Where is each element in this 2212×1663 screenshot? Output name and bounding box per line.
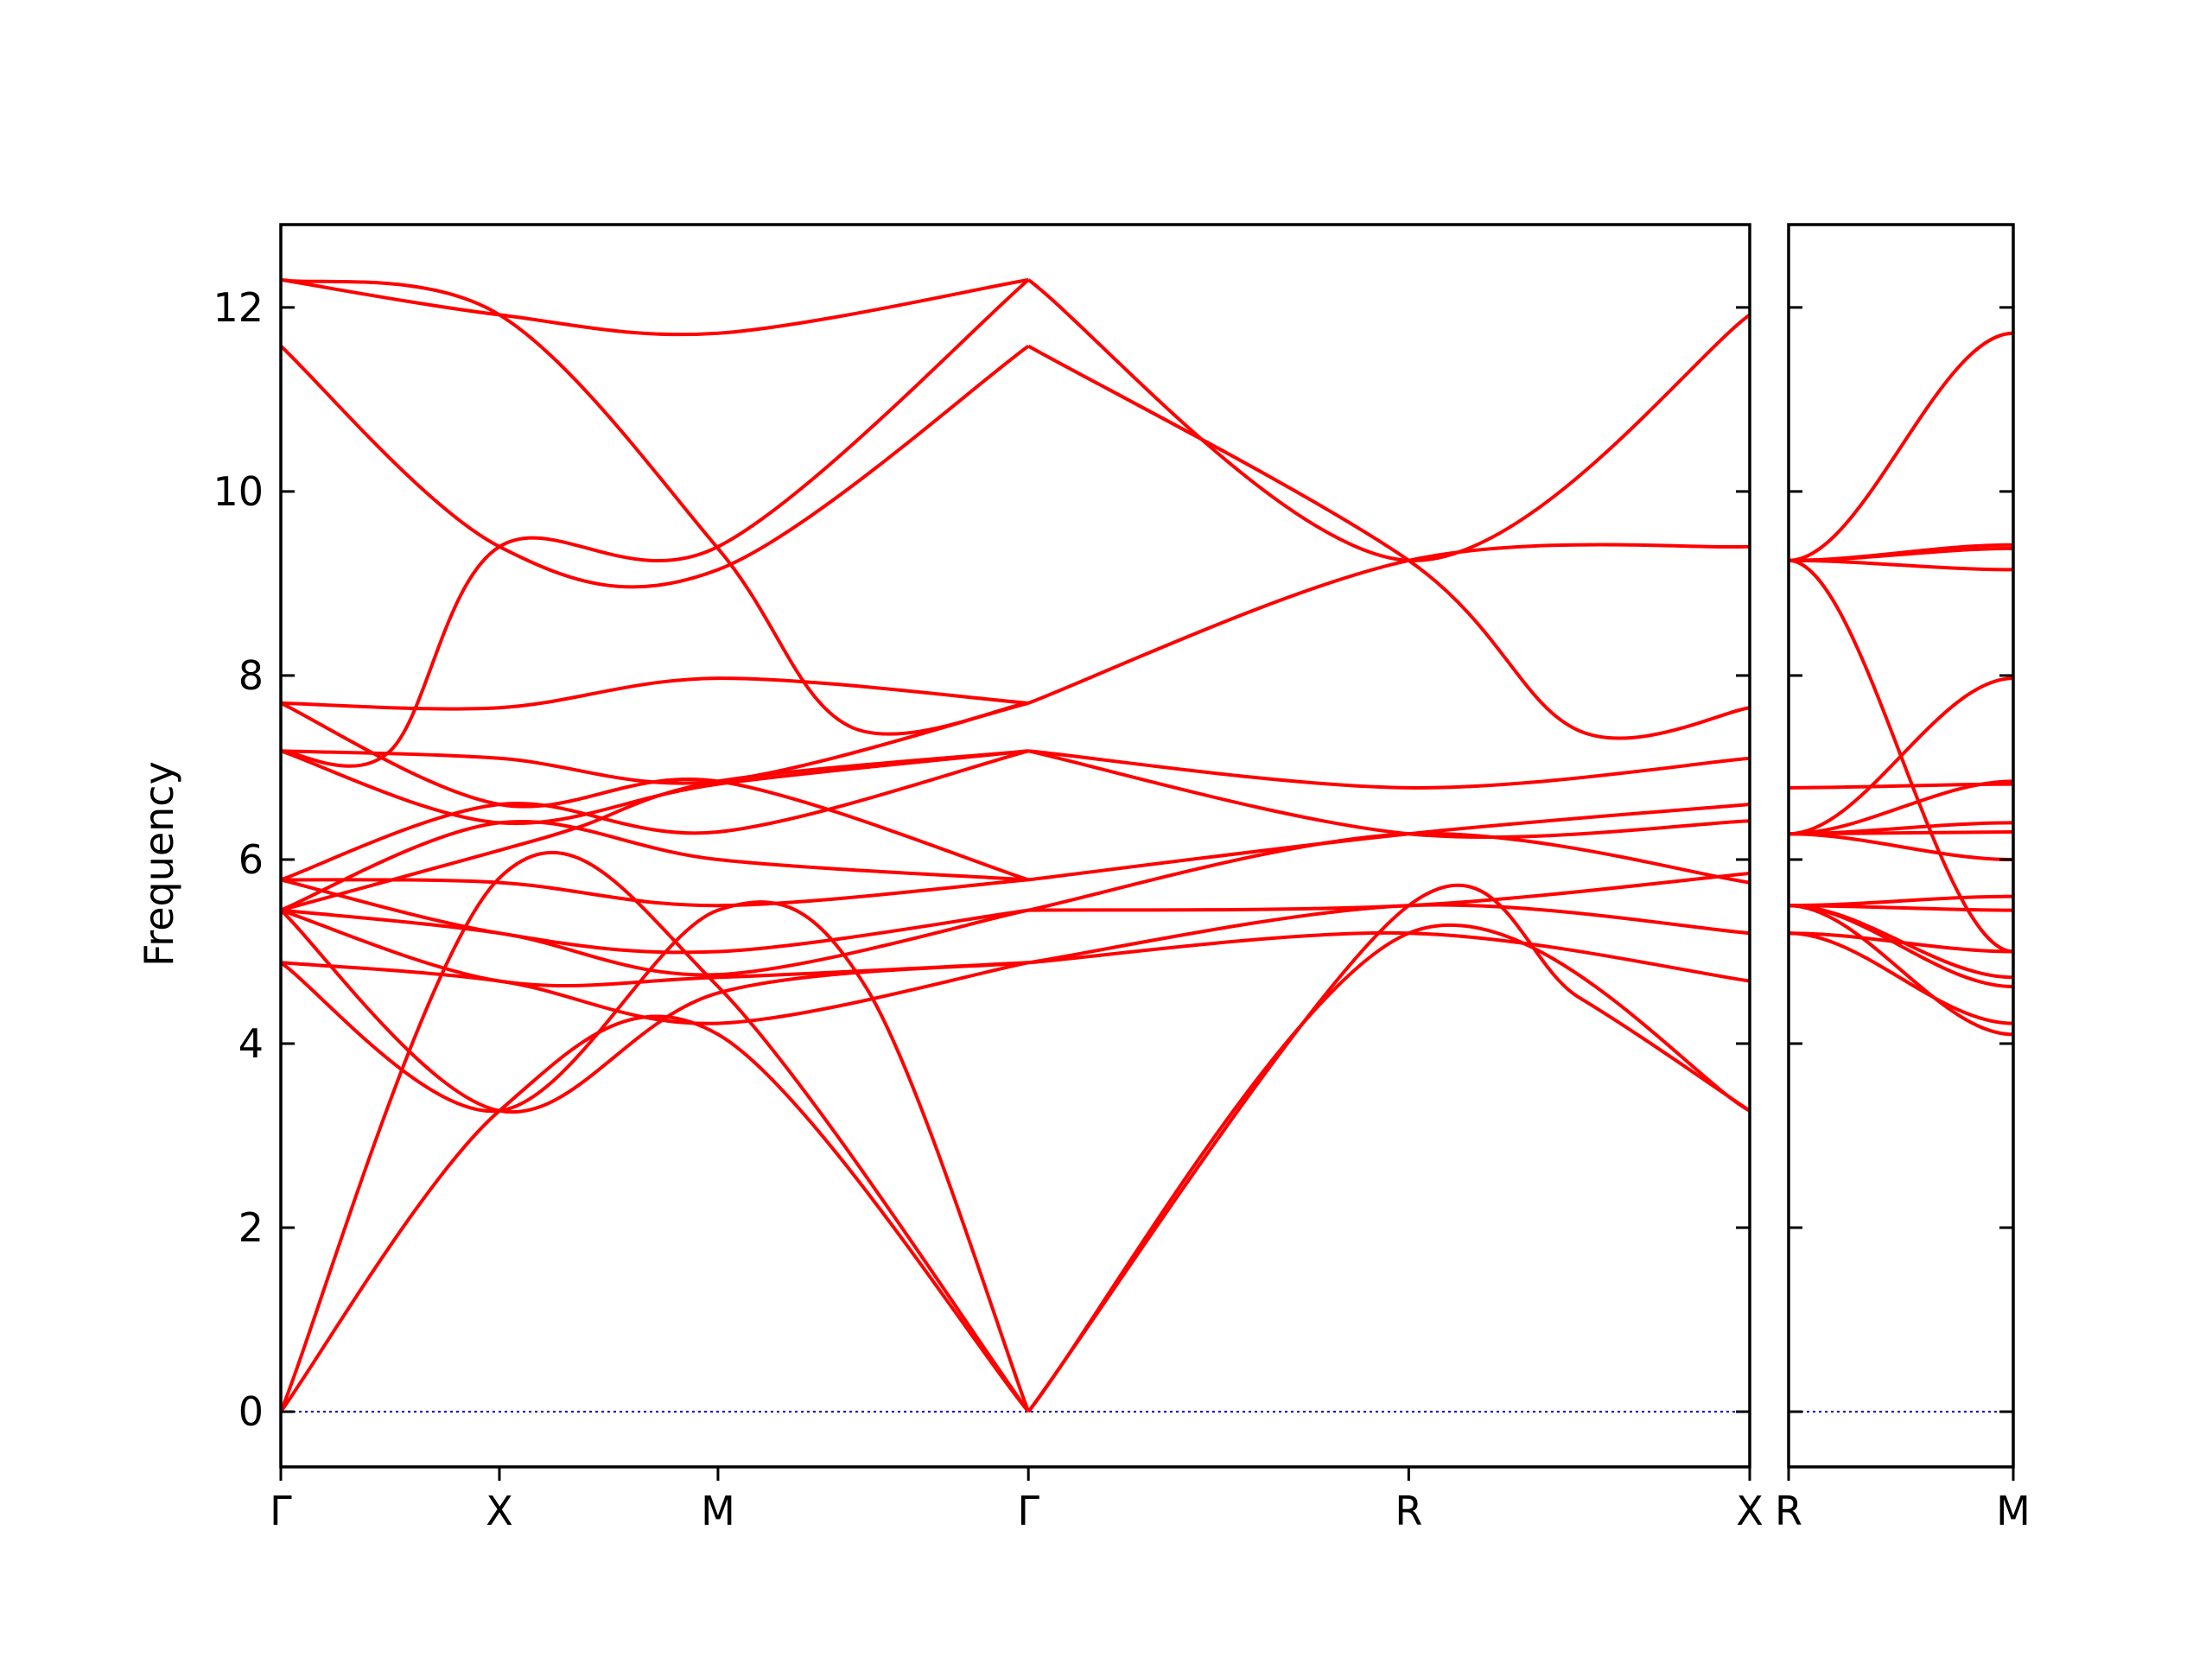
y-tick-label: 12 <box>213 284 264 331</box>
x-tick-label: R <box>1395 1488 1422 1534</box>
band-line-12 <box>281 749 1029 912</box>
band-line-2 <box>281 850 1030 1413</box>
y-tick-label: 10 <box>213 468 264 515</box>
band-line-21 <box>1027 883 1750 1413</box>
band-line-9 <box>281 878 1029 908</box>
x-tick-label: Γ <box>270 1488 292 1534</box>
y-axis-label: Frequency <box>136 761 182 967</box>
band-line-1 <box>281 1014 1030 1413</box>
x-tick-label: M <box>1996 1488 2031 1534</box>
band-line-27 <box>1027 803 1750 882</box>
band-line-23 <box>1028 930 1750 983</box>
band-line-17 <box>281 278 1030 768</box>
band-line-28 <box>1027 749 1750 840</box>
band-line-18 <box>1789 331 2013 562</box>
x-tick-label: X <box>1736 1488 1764 1534</box>
x-tick-label: Γ <box>1017 1488 1039 1534</box>
band-line-13 <box>281 749 1029 826</box>
band-line-18 <box>281 344 1030 589</box>
band-line-1 <box>1789 904 2013 1037</box>
band-line-26 <box>1028 872 1750 912</box>
band-line-11 <box>281 749 1029 882</box>
y-tick-label: 6 <box>238 836 264 883</box>
band-line-7 <box>281 908 1029 977</box>
band-line-15 <box>281 701 1029 785</box>
band-line-32 <box>1027 344 1750 740</box>
y-tick-label: 2 <box>238 1204 264 1251</box>
band-line-2 <box>1789 931 2013 1025</box>
band-line-17 <box>1789 543 2013 562</box>
band-line-31 <box>1027 278 1750 562</box>
band-line-5 <box>1789 931 2013 954</box>
band-line-25 <box>1027 831 1750 912</box>
band-line-30 <box>1027 543 1750 705</box>
y-tick-label: 8 <box>238 652 264 699</box>
x-tick-label: M <box>701 1488 735 1534</box>
x-tick-label: X <box>486 1488 513 1534</box>
band-line-10 <box>1789 821 2013 836</box>
band-line-14 <box>1789 558 2013 954</box>
band-line-12 <box>1789 782 2013 790</box>
band-line-4 <box>281 961 1029 1025</box>
band-lines <box>1789 331 2013 1037</box>
band-line-14 <box>281 701 1029 882</box>
band-line-22 <box>1027 924 1750 1413</box>
plot-frame <box>279 223 1751 1469</box>
band-line-3 <box>281 900 1031 1412</box>
band-line-6 <box>281 908 1029 988</box>
band-line-20 <box>281 277 1029 337</box>
band-line-10 <box>281 819 1029 912</box>
band-line-15 <box>1789 558 2013 572</box>
band-lines <box>281 277 1750 1413</box>
y-tick-label: 4 <box>238 1020 264 1067</box>
x-tick-label: R <box>1775 1488 1802 1534</box>
plot-frame <box>1787 223 2015 1469</box>
band-line-19 <box>281 277 1029 736</box>
panel-1: 0 2 4 6 8 10 12 Γ X M Γ R X <box>213 223 1764 1534</box>
band-line-8 <box>1789 832 2013 861</box>
band-line-5 <box>281 909 1029 1114</box>
band-line-7 <box>1789 894 2013 908</box>
band-line-16 <box>281 676 1029 711</box>
band-line-8 <box>281 878 1029 955</box>
band-line-29 <box>1028 749 1750 790</box>
y-tick-label: 0 <box>238 1388 264 1435</box>
